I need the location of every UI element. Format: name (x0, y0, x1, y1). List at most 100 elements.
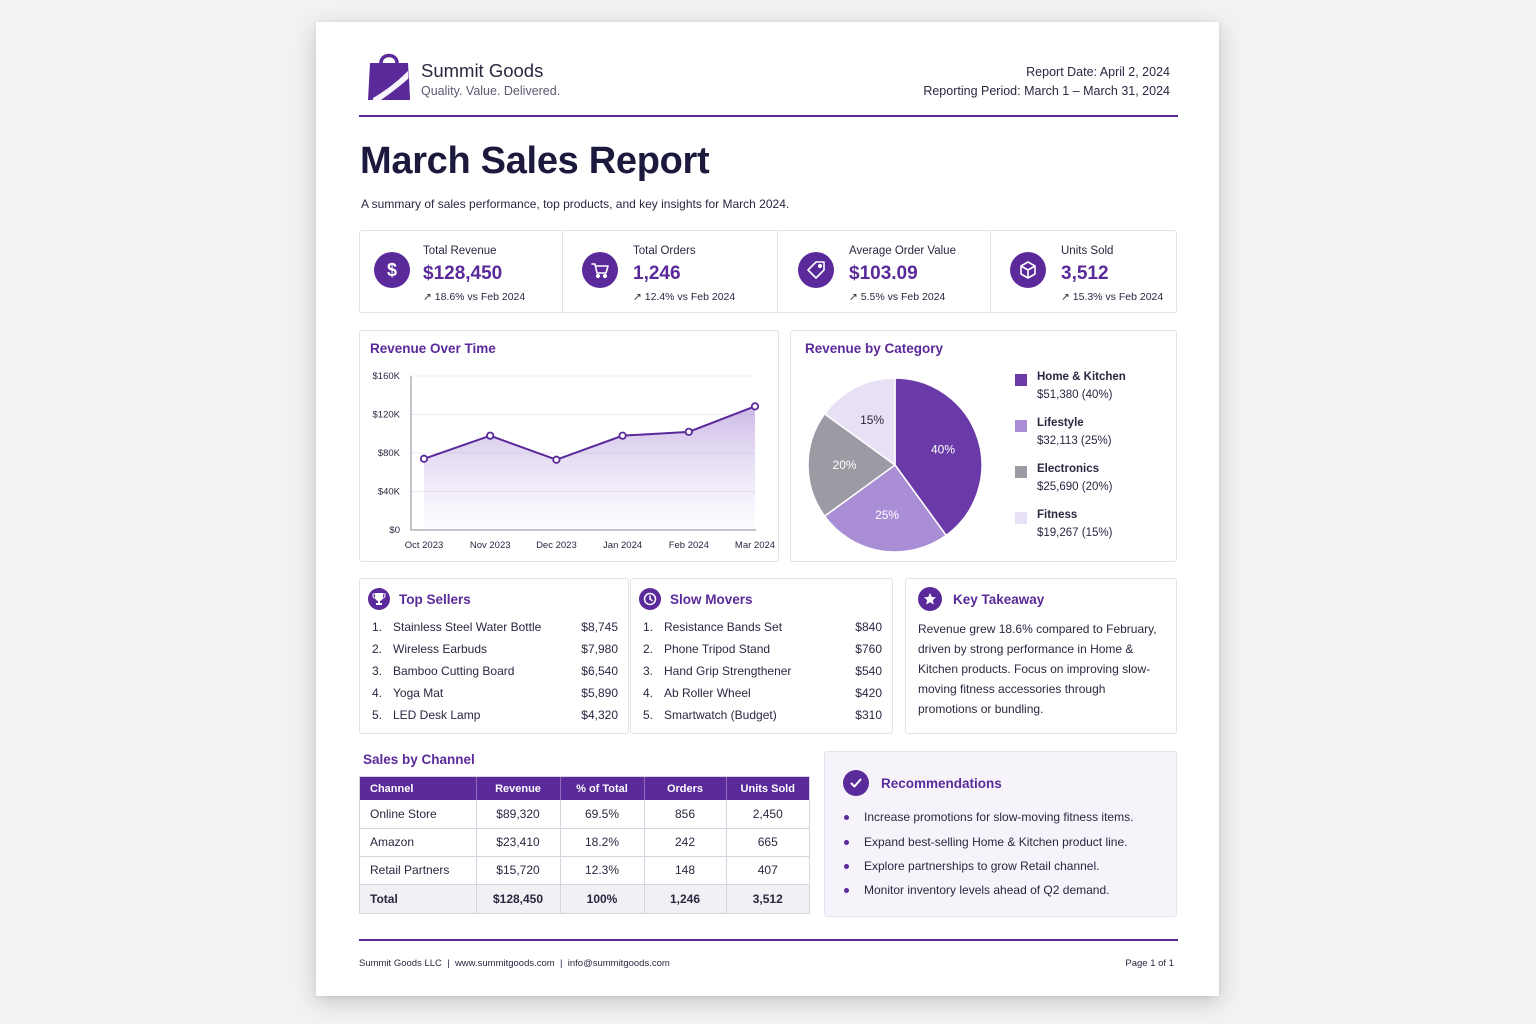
legend-label: Electronics (1037, 463, 1099, 475)
pie-slice (823, 463, 948, 553)
table-cell: 242 (644, 828, 727, 857)
dollar-icon: $ (374, 252, 410, 288)
sales-by-channel-title: Sales by Channel (363, 752, 475, 767)
table-cell: $89,320 (476, 800, 561, 829)
pie-slice-label: 15% (860, 413, 884, 427)
list-item: 3. Hand Grip Strengthener $540 (643, 664, 882, 686)
page-number: Page 1 of 1 (1125, 958, 1174, 969)
kpi-value: 3,512 (1061, 263, 1109, 284)
list-rank: 3. (643, 664, 654, 678)
product-name: Phone Tripod Stand (664, 642, 771, 656)
data-point (486, 431, 495, 440)
product-amount: $760 (855, 642, 882, 656)
table-cell: Amazon (360, 828, 477, 857)
trend-up-icon: ↗ (849, 291, 858, 303)
list-item: 4. Yoga Mat $5,890 (372, 686, 618, 708)
product-name: Ab Roller Wheel (664, 686, 751, 700)
column-header: Channel (360, 777, 477, 800)
product-name: Smartwatch (Budget) (664, 708, 777, 722)
pie-slice (894, 377, 983, 537)
table-cell: 1,246 (644, 884, 727, 913)
table-cell: 69.5% (560, 800, 645, 829)
bullet-icon (844, 840, 849, 845)
x-tick-label: Oct 2023 (405, 540, 444, 551)
list-rank: 5. (372, 708, 383, 722)
pie-slice (807, 412, 897, 518)
x-tick-label: Mar 2024 (735, 540, 775, 551)
column-header: Revenue (476, 777, 561, 800)
list-rank: 2. (643, 642, 654, 656)
data-point (750, 402, 760, 411)
footer-contact: Summit Goods LLC | www.summitgoods.com |… (359, 958, 670, 969)
trend-up-icon: ↗ (1061, 291, 1070, 303)
table-cell: Online Store (360, 800, 477, 829)
kpi-card-total-orders: Total Orders 1,246 ↗ 12.4% vs Feb 2024 (563, 231, 778, 312)
header-divider (359, 115, 1178, 117)
clock-icon (639, 588, 661, 610)
bullet-icon (844, 815, 849, 820)
slow-movers-title: Slow Movers (670, 592, 753, 607)
svg-text:$: $ (387, 260, 397, 280)
product-name: Yoga Mat (393, 686, 444, 700)
list-rank: 5. (643, 708, 654, 722)
table-cell: 18.2% (560, 828, 645, 857)
legend-swatch (1015, 512, 1027, 524)
kpi-change: ↗ 5.5% vs Feb 2024 (849, 291, 946, 303)
product-amount: $8,745 (581, 620, 618, 634)
key-takeaway-text: Revenue grew 18.6% compared to February,… (918, 622, 1157, 716)
footer-website[interactable]: www.summitgoods.com (454, 958, 555, 969)
legend-value: $25,690 (20%) (1037, 481, 1113, 493)
list-item: 3. Bamboo Cutting Board $6,540 (372, 664, 618, 686)
top-sellers-panel: Top Sellers 1. Stainless Steel Water Bott… (359, 578, 629, 734)
trend-up-icon: ↗ (423, 291, 432, 303)
table-row: Online Store $89,320 69.5% 856 2,450 (360, 800, 809, 829)
kpi-card-total-revenue: $ Total Revenue $128,450 ↗ 18.6% vs Feb … (360, 231, 563, 312)
kpi-value: 1,246 (633, 263, 681, 284)
x-tick-label: Feb 2024 (669, 540, 709, 551)
kpi-row: $ Total Revenue $128,450 ↗ 18.6% vs Feb … (359, 230, 1177, 313)
table-cell: Retail Partners (360, 856, 477, 885)
y-tick-label: $160K (373, 371, 401, 382)
list-rank: 1. (643, 620, 654, 634)
recommendations-title: Recommendations (881, 776, 1002, 791)
table-cell: 2,450 (726, 800, 809, 829)
footer-divider (359, 939, 1178, 941)
pie-slice-label: 20% (833, 458, 857, 472)
revenue-by-category-panel: Revenue by Category 40% 25% 20% 15% Home & … (790, 330, 1177, 562)
list-item: 1. Stainless Steel Water Bottle $8,745 (372, 620, 618, 642)
company-tagline: Quality. Value. Delivered. (421, 84, 561, 98)
table-cell: 407 (726, 856, 809, 885)
table-cell: $15,720 (476, 856, 561, 885)
y-tick-label: $0 (389, 525, 400, 536)
product-amount: $540 (855, 664, 882, 678)
legend-value: $32,113 (25%) (1037, 435, 1112, 447)
pie-legend: Home & Kitchen $51,380 (40%) Lifestyle $32,… (1015, 371, 1175, 551)
slow-movers-panel: Slow Movers 1. Resistance Bands Set $840 2.… (630, 578, 893, 734)
checkmark-icon (843, 770, 869, 796)
category-chart-title: Revenue by Category (805, 341, 944, 356)
product-name: Resistance Bands Set (664, 620, 783, 634)
kpi-label: Units Sold (1061, 245, 1114, 257)
product-amount: $7,980 (581, 642, 618, 656)
data-point (419, 454, 429, 463)
bullet-icon (844, 888, 849, 893)
footer-email[interactable]: info@summitgoods.com (567, 958, 670, 969)
product-amount: $420 (855, 686, 882, 700)
list-item: 2. Wireless Earbuds $7,980 (372, 642, 618, 664)
footer-separator: | (560, 958, 563, 969)
data-point (684, 427, 693, 436)
list-item: 4. Ab Roller Wheel $420 (643, 686, 882, 708)
bullet-icon (844, 864, 849, 869)
x-tick-label: Nov 2023 (470, 540, 511, 551)
kpi-change: ↗ 15.3% vs Feb 2024 (1061, 291, 1164, 303)
kpi-change: ↗ 12.4% vs Feb 2024 (633, 291, 736, 303)
page-subtitle: A summary of sales performance, top prod… (361, 197, 790, 211)
legend-swatch (1015, 466, 1027, 478)
sales-by-channel-table-wrap: Channel Revenue % of Total Orders Units … (359, 776, 810, 914)
category-pie-chart: 40% 25% 20% 15% (807, 377, 983, 553)
star-icon (918, 587, 942, 611)
recommendations-panel: Recommendations Increase promotions for … (824, 751, 1177, 917)
company-name: Summit Goods (421, 60, 544, 81)
table-cell: 856 (644, 800, 727, 829)
pie-slice (823, 377, 896, 467)
